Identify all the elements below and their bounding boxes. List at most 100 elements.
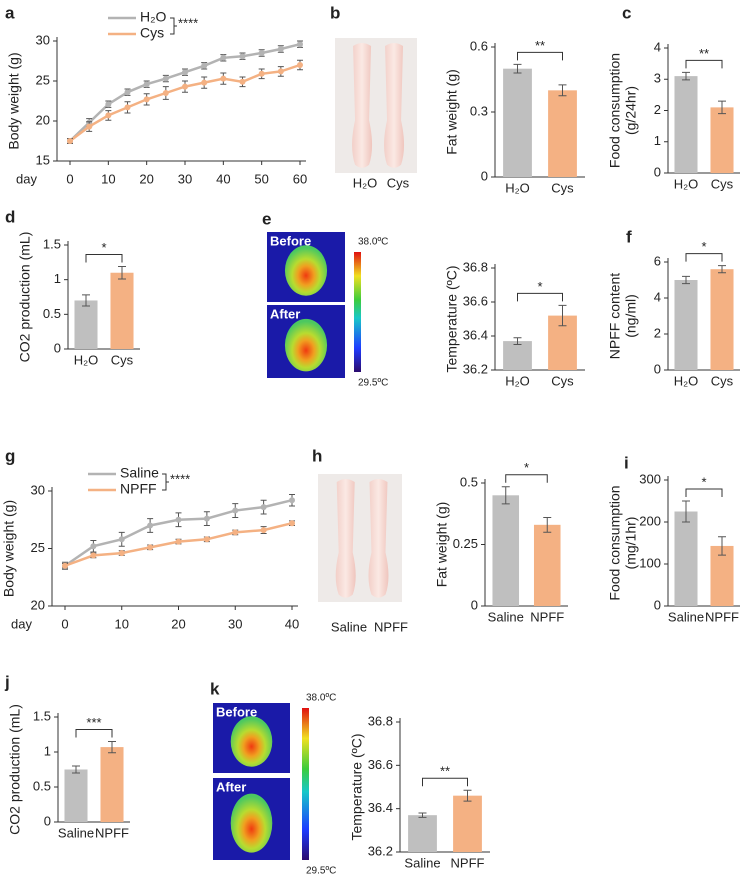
significance-bracket [517,51,563,61]
y-tick-label: 0.5 [460,474,478,489]
y-tick-label: 0.6 [470,38,488,53]
marker [118,536,125,543]
significance-label: **** [178,15,198,30]
x-tick-label: 40 [285,616,299,631]
significance-bracket [685,253,723,262]
significance-bracket [162,473,169,491]
marker [277,68,284,75]
x-tick-label: NPFF [530,609,564,624]
x-tick-label: Cys [711,176,734,191]
marker [203,536,210,543]
y-tick-label: 0.3 [470,103,488,118]
panel-letter: i [624,453,629,472]
x-tick-label: Saline [58,825,94,840]
heat-blob [284,245,328,296]
y-tick-label: 20 [31,597,45,612]
bar [548,90,577,177]
x-tick-label: H₂O [674,176,699,191]
marker [143,96,150,103]
y-tick-label: 0.5 [33,778,51,793]
marker [260,504,267,511]
significance-label: * [524,460,529,475]
y-tick-label: 36.2 [463,361,488,376]
panel-letter: c [622,3,631,22]
x-tick-label: Cys [551,180,574,195]
x-tick-label: Cys [551,373,574,388]
y-tick-label: 1 [654,133,661,148]
marker [203,515,210,522]
image-label: Before [216,704,257,719]
y-tick-label: 0.5 [43,306,61,321]
y-axis-label: Food consumption [607,53,623,168]
y-tick-label: 4 [654,39,661,54]
y-axis-label: Temperature (ºC) [444,265,460,372]
error-bar [513,337,522,345]
significance-label: * [537,279,542,294]
marker [182,69,188,76]
line [69,63,301,142]
legend-label: Saline [120,465,159,481]
y-axis-label: (g/24hr) [623,86,639,135]
x-tick-label: 30 [178,171,192,186]
marker [105,112,112,119]
y-axis-label: (ng/ml) [623,294,639,338]
significance-label: *** [86,715,101,730]
marker [86,123,93,130]
panel-letter: k [210,679,220,698]
marker [220,54,227,61]
marker [220,75,227,82]
marker [232,507,239,514]
y-tick-label: 25 [36,72,50,87]
bar [492,495,520,606]
y-tick-label: 1 [44,743,51,758]
y-tick-label: 36.4 [463,327,488,342]
bar [710,545,734,606]
significance-bracket [685,59,723,69]
bar [710,269,734,370]
y-tick-label: 0 [654,361,661,376]
bar [710,107,734,173]
y-tick-label: 1 [54,271,61,286]
significance-label: **** [170,471,190,486]
heat-blob [284,318,328,372]
x-tick-label: 40 [216,171,230,186]
y-tick-label: 0 [44,813,51,828]
error-bar [82,294,90,307]
y-tick-label: 300 [639,471,661,486]
significance-bracket [505,474,548,483]
error-bar [418,812,427,818]
significance-label: * [701,474,706,489]
y-tick-label: 200 [639,513,661,528]
panel-letter: g [5,446,15,465]
y-tick-label: 100 [639,555,661,570]
marker [162,90,169,96]
marker [239,53,246,60]
heat-blob [230,716,273,767]
marker [289,520,295,527]
marker [124,89,131,96]
bar [533,524,561,606]
y-tick-label: 4 [654,289,661,304]
error-bar [718,536,726,556]
x-tick-label: Saline [668,609,704,624]
y-axis-label: Fat weight (g) [444,69,460,155]
error-bar [513,63,522,74]
error-bar [718,100,726,115]
y-tick-label: 30 [31,482,45,497]
y-axis-label: Body weight (g) [1,500,17,597]
x-tick-label: 30 [228,616,242,631]
x-axis-label: day [16,171,37,186]
legend-label: NPFF [120,481,157,497]
heat-blob [230,793,273,853]
error-bar [72,765,80,774]
error-bar [558,304,567,327]
significance-label: ** [699,46,709,61]
marker [260,527,267,534]
significance-bracket [75,729,113,738]
y-tick-label: 1.5 [43,236,61,251]
x-tick-label: 60 [293,171,307,186]
significance-bracket [685,488,723,497]
marker [147,522,154,529]
marker [175,538,182,545]
significance-label: ** [535,38,545,53]
